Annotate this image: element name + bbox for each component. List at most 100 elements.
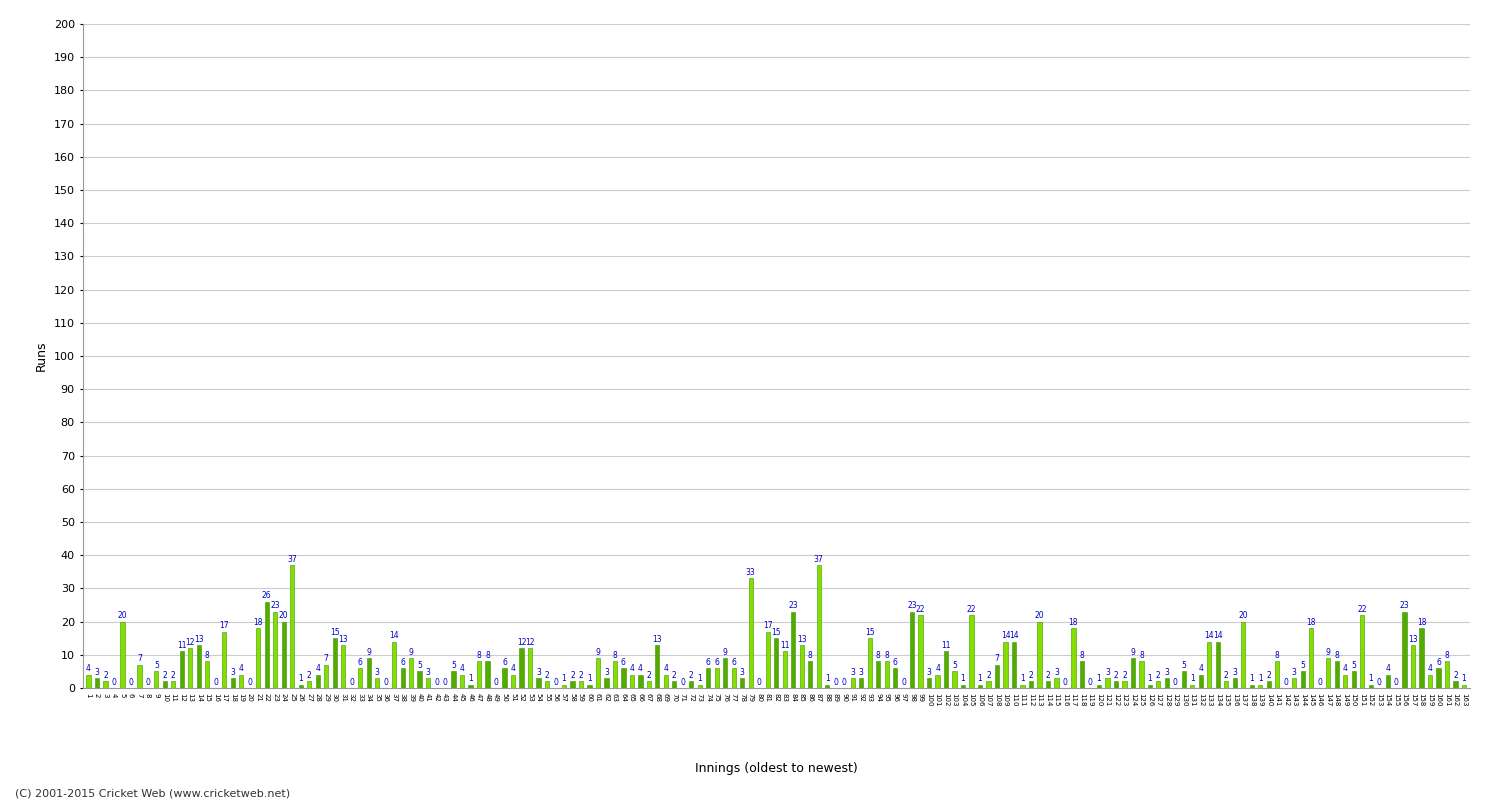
- Bar: [1402, 612, 1407, 688]
- Bar: [1454, 682, 1458, 688]
- Text: 14: 14: [390, 631, 399, 640]
- Bar: [315, 674, 320, 688]
- Text: 5: 5: [1300, 661, 1305, 670]
- Bar: [1352, 671, 1356, 688]
- Text: 2: 2: [162, 671, 166, 680]
- Text: 2: 2: [171, 671, 176, 680]
- Text: 22: 22: [968, 605, 976, 614]
- Text: 0: 0: [842, 678, 846, 686]
- Bar: [808, 662, 813, 688]
- Text: 2: 2: [1046, 671, 1050, 680]
- Bar: [962, 685, 964, 688]
- Bar: [1326, 658, 1330, 688]
- Bar: [936, 674, 939, 688]
- Bar: [1046, 682, 1050, 688]
- Text: 9: 9: [596, 648, 600, 657]
- Text: 3: 3: [858, 668, 864, 677]
- Bar: [256, 628, 261, 688]
- Text: 7: 7: [136, 654, 142, 663]
- Bar: [663, 674, 668, 688]
- Bar: [1080, 662, 1084, 688]
- Text: 6: 6: [400, 658, 405, 666]
- Text: 4: 4: [1384, 664, 1390, 674]
- Text: 4: 4: [315, 664, 320, 674]
- Text: 0: 0: [248, 678, 252, 686]
- Text: 2: 2: [646, 671, 651, 680]
- Text: 3: 3: [426, 668, 430, 677]
- Bar: [672, 682, 676, 688]
- Bar: [1310, 628, 1314, 688]
- Bar: [180, 651, 184, 688]
- Text: 6: 6: [357, 658, 363, 666]
- Text: 0: 0: [554, 678, 558, 686]
- Text: 3: 3: [850, 668, 855, 677]
- Bar: [1013, 642, 1016, 688]
- Bar: [519, 648, 524, 688]
- Bar: [1240, 622, 1245, 688]
- Bar: [969, 615, 974, 688]
- Text: 18: 18: [1418, 618, 1426, 627]
- Bar: [1198, 674, 1203, 688]
- Text: 5: 5: [417, 661, 422, 670]
- Text: 13: 13: [339, 634, 348, 643]
- Bar: [340, 645, 345, 688]
- Bar: [503, 668, 507, 688]
- Text: 4: 4: [86, 664, 92, 674]
- Bar: [639, 674, 642, 688]
- Bar: [231, 678, 236, 688]
- Text: 2: 2: [1029, 671, 1033, 680]
- Text: 0: 0: [1088, 678, 1094, 686]
- Bar: [1208, 642, 1212, 688]
- Text: 4: 4: [934, 664, 940, 674]
- Bar: [1164, 678, 1168, 688]
- Text: 3: 3: [231, 668, 236, 677]
- Bar: [290, 565, 294, 688]
- Text: 4: 4: [663, 664, 669, 674]
- Text: 3: 3: [1164, 668, 1170, 677]
- Text: 23: 23: [789, 602, 798, 610]
- Text: 8: 8: [1444, 651, 1449, 660]
- Text: 2: 2: [544, 671, 549, 680]
- Text: 8: 8: [1275, 651, 1280, 660]
- Bar: [1437, 668, 1440, 688]
- Bar: [952, 671, 957, 688]
- Bar: [452, 671, 456, 688]
- Bar: [426, 678, 430, 688]
- Text: 5: 5: [154, 661, 159, 670]
- Bar: [850, 678, 855, 688]
- Text: 4: 4: [1198, 664, 1203, 674]
- Bar: [579, 682, 584, 688]
- Bar: [927, 678, 932, 688]
- Text: 5: 5: [1182, 661, 1186, 670]
- Text: 9: 9: [366, 648, 370, 657]
- Text: 1: 1: [1258, 674, 1263, 683]
- Text: 13: 13: [194, 634, 204, 643]
- Text: 9: 9: [1326, 648, 1330, 657]
- Bar: [1114, 682, 1118, 688]
- Bar: [816, 565, 821, 688]
- Bar: [1054, 678, 1059, 688]
- Bar: [298, 685, 303, 688]
- Text: 4: 4: [459, 664, 465, 674]
- Text: 12: 12: [518, 638, 526, 647]
- X-axis label: Innings (oldest to newest): Innings (oldest to newest): [694, 762, 858, 775]
- Bar: [410, 658, 413, 688]
- Text: 0: 0: [382, 678, 388, 686]
- Bar: [867, 638, 871, 688]
- Text: 22: 22: [1358, 605, 1366, 614]
- Bar: [1190, 685, 1194, 688]
- Bar: [154, 671, 159, 688]
- Text: 37: 37: [815, 555, 824, 564]
- Text: 8: 8: [876, 651, 880, 660]
- Text: 9: 9: [723, 648, 728, 657]
- Bar: [570, 682, 574, 688]
- Text: 1: 1: [978, 674, 982, 683]
- Text: 3: 3: [1054, 668, 1059, 677]
- Text: 0: 0: [1377, 678, 1382, 686]
- Bar: [1096, 685, 1101, 688]
- Text: 5: 5: [952, 661, 957, 670]
- Bar: [859, 678, 864, 688]
- Bar: [646, 682, 651, 688]
- Bar: [1004, 642, 1008, 688]
- Bar: [885, 662, 890, 688]
